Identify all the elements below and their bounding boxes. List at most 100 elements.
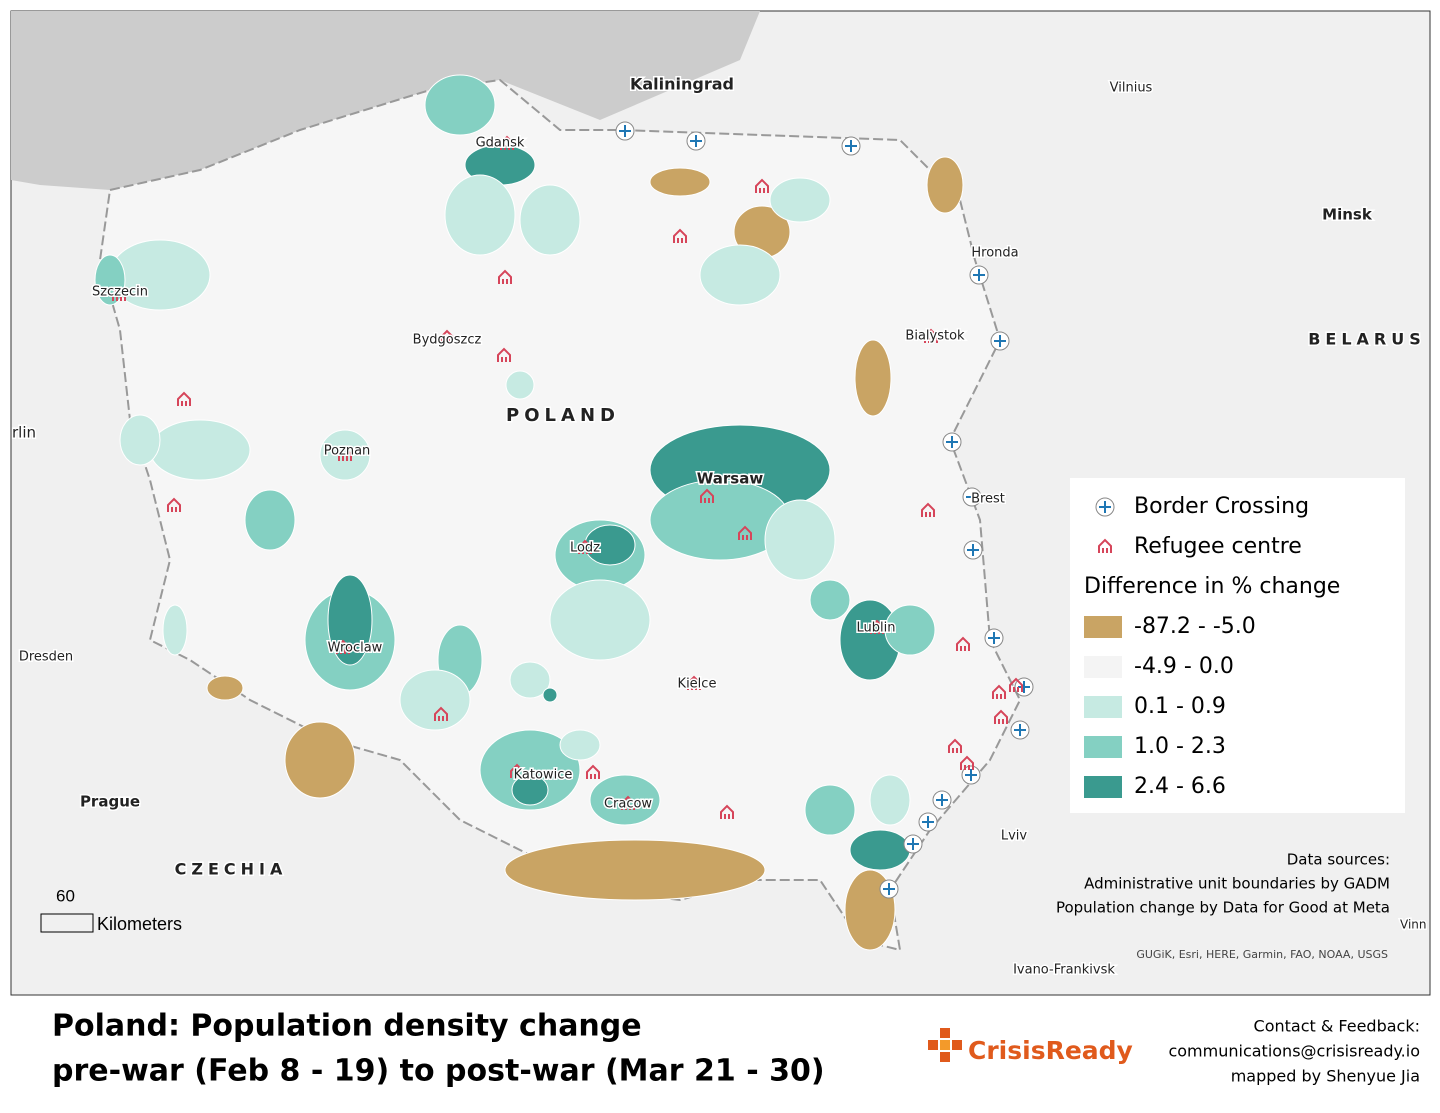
region bbox=[319, 429, 371, 481]
place-label: Ivano-Frankivsk bbox=[1013, 963, 1115, 978]
border-crossing-icon bbox=[936, 794, 948, 806]
refugee-centre-icon bbox=[177, 391, 191, 406]
legend-icon bbox=[1098, 538, 1112, 553]
region bbox=[809, 579, 851, 621]
region bbox=[699, 244, 781, 306]
place-label: Wroclaw bbox=[328, 641, 383, 656]
refugee-centre-icon bbox=[586, 764, 600, 779]
refugee-centre-icon bbox=[956, 636, 970, 651]
place-label: Kaliningrad bbox=[630, 75, 734, 94]
source-line: Population change by Data for Good at Me… bbox=[1056, 899, 1390, 917]
border-crossing-icon bbox=[907, 838, 919, 850]
refugee-centre-icon bbox=[687, 675, 701, 690]
contact-line: communications@crisisready.io bbox=[1168, 1042, 1420, 1061]
region bbox=[854, 339, 892, 417]
border-crossing-icon bbox=[966, 491, 978, 503]
region bbox=[869, 774, 911, 826]
region bbox=[849, 829, 911, 871]
refugee-centre-icon bbox=[921, 502, 935, 517]
place-label: Szczecin bbox=[92, 285, 148, 300]
legend-box bbox=[1070, 478, 1405, 813]
legend-icon bbox=[1099, 501, 1111, 513]
logo-icon bbox=[928, 1028, 962, 1062]
refugee-centre-icon bbox=[924, 328, 938, 343]
region bbox=[509, 661, 551, 699]
attribution: GUGiK, Esri, HERE, Garmin, FAO, NOAA, US… bbox=[1136, 948, 1388, 961]
refugee-centre-icon bbox=[720, 804, 734, 819]
place-label: Vinn bbox=[1400, 918, 1427, 932]
border-crossing-icon bbox=[619, 125, 631, 137]
region bbox=[804, 784, 856, 836]
refugee-centre-icon bbox=[994, 709, 1008, 724]
legend-label: 0.1 - 0.9 bbox=[1134, 694, 1226, 719]
region bbox=[94, 254, 126, 306]
region bbox=[769, 177, 831, 223]
region bbox=[884, 604, 936, 656]
place-label: Dresden bbox=[19, 650, 73, 665]
refugee-centre-icon bbox=[498, 269, 512, 284]
scale-unit: Kilometers bbox=[97, 914, 182, 934]
place-label: BELARUS bbox=[1308, 330, 1426, 349]
region bbox=[649, 167, 711, 197]
border-crossing-icon bbox=[965, 769, 977, 781]
border-crossing-icon bbox=[994, 335, 1006, 347]
border-crossing-icon bbox=[946, 436, 958, 448]
border-crossing-icon bbox=[883, 883, 895, 895]
place-label: Bydgoszcz bbox=[413, 333, 482, 348]
border-crossing-icon bbox=[845, 140, 857, 152]
refugee-centre-icon bbox=[440, 329, 454, 344]
border-crossing-icon bbox=[1018, 681, 1030, 693]
legend-label: 1.0 - 2.3 bbox=[1134, 734, 1226, 759]
region bbox=[149, 419, 251, 481]
region bbox=[444, 174, 516, 256]
refugee-centre-icon bbox=[434, 706, 448, 721]
refugee-centre-icon bbox=[755, 178, 769, 193]
region bbox=[399, 669, 471, 731]
place-label: Lviv bbox=[1001, 829, 1028, 844]
refugee-centre-icon bbox=[738, 525, 752, 540]
region bbox=[284, 721, 356, 799]
region bbox=[424, 74, 496, 136]
refugee-centre-icon bbox=[992, 684, 1006, 699]
legend-label: 2.4 - 6.6 bbox=[1134, 774, 1226, 799]
refugee-centre-icon bbox=[1009, 677, 1023, 692]
title-line: pre-war (Feb 8 - 19) to post-war (Mar 21… bbox=[52, 1054, 825, 1089]
refugee-centre-icon bbox=[500, 135, 514, 150]
region bbox=[511, 774, 549, 806]
title-line: Poland: Population density change bbox=[52, 1009, 642, 1044]
region bbox=[244, 489, 296, 551]
place-label: Brest bbox=[971, 492, 1005, 507]
refugee-centre-icon bbox=[700, 488, 714, 503]
refugee-centre-icon bbox=[948, 738, 962, 753]
refugee-centre-icon bbox=[578, 539, 592, 554]
region bbox=[206, 675, 244, 701]
region bbox=[926, 156, 964, 214]
refugee-centre-icon bbox=[870, 619, 884, 634]
refugee-centre-icon bbox=[167, 497, 181, 512]
sea bbox=[11, 11, 760, 190]
region bbox=[505, 370, 535, 400]
place-label: Kielce bbox=[678, 677, 717, 692]
place-label: Poznan bbox=[324, 444, 371, 459]
region bbox=[504, 839, 766, 901]
place-label: rlin bbox=[12, 424, 36, 442]
place-label: Bialystok bbox=[905, 329, 965, 344]
refugee-centre-icon bbox=[336, 639, 350, 654]
source-line: Administrative unit boundaries by GADM bbox=[1084, 875, 1390, 893]
region bbox=[559, 729, 601, 761]
region bbox=[327, 574, 373, 666]
scale-value: 60 bbox=[56, 886, 75, 905]
place-label: Cracow bbox=[604, 797, 652, 812]
place-label: Gdansk bbox=[476, 136, 525, 151]
region bbox=[479, 729, 581, 811]
refugee-centre-icon bbox=[510, 763, 524, 778]
legend-label: Border Crossing bbox=[1134, 494, 1309, 519]
refugee-centre-icon bbox=[673, 228, 687, 243]
border-crossing-icon bbox=[690, 135, 702, 147]
region bbox=[549, 579, 651, 661]
region bbox=[519, 184, 581, 256]
legend-swatch bbox=[1084, 736, 1122, 758]
legend-label: Refugee centre bbox=[1134, 534, 1302, 559]
region bbox=[764, 499, 836, 581]
